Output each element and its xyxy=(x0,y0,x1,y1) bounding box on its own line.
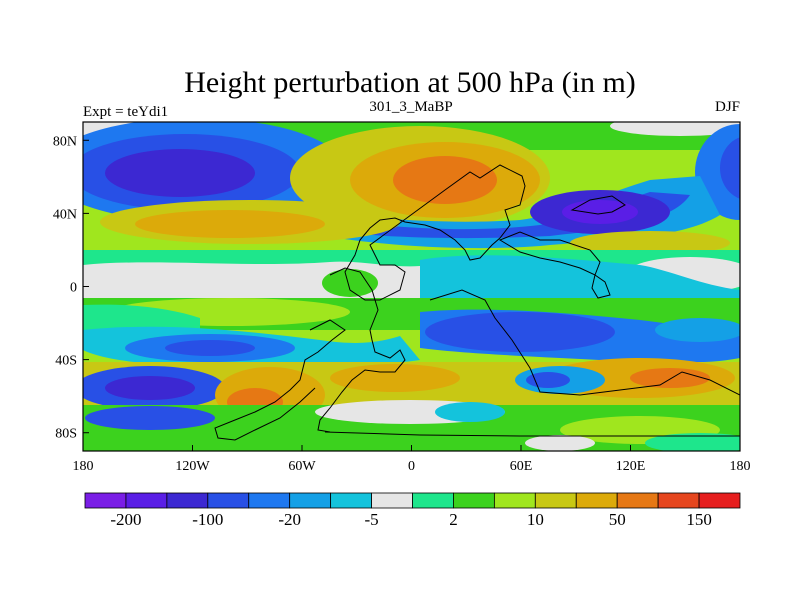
npac-low-core xyxy=(105,149,255,197)
atlantic-sector-high xyxy=(330,364,460,392)
equatorial-low xyxy=(420,255,740,305)
y-tick-label: 40N xyxy=(53,207,77,222)
ne-pacific-core xyxy=(720,137,740,199)
colorbar-label: 2 xyxy=(449,510,458,529)
x-tick-label: 120W xyxy=(175,459,210,474)
colorbar-swatch xyxy=(371,492,413,509)
s-midlat-low-east-core xyxy=(425,312,615,352)
east-asia-coast xyxy=(570,195,626,215)
colorbar-swatch xyxy=(207,492,250,509)
x-tick-label: 180 xyxy=(73,459,94,474)
colorbar-swatch xyxy=(493,492,536,509)
subtropical-high-west-core xyxy=(135,210,325,238)
antarctic-west-low xyxy=(85,406,215,430)
coastline xyxy=(214,164,740,441)
x-tick-label: 180 xyxy=(730,459,751,474)
s-midlat-low-west-center xyxy=(165,340,255,356)
x-axis: 180 120W 60W 0 60E 120E 180 xyxy=(73,445,751,474)
antarctica-coast xyxy=(324,431,740,437)
run-label: 301_3_MaBP xyxy=(369,99,452,115)
arctic-neutral-east xyxy=(610,122,740,136)
y-tick-label: 0 xyxy=(70,281,77,296)
colorbar-swatch xyxy=(616,492,659,509)
x-tick-label: 0 xyxy=(408,459,415,474)
colorbar-swatch xyxy=(412,492,454,509)
colorbar-swatch xyxy=(330,492,372,509)
colorbar-swatch xyxy=(453,492,495,509)
maritime-continent xyxy=(591,274,611,299)
antarctic-peninsula-coast xyxy=(214,319,346,441)
chart-title: Height perturbation at 500 hPa (in m) xyxy=(184,66,636,99)
antarctic-low xyxy=(435,402,505,422)
colorbar-label: -200 xyxy=(110,510,141,529)
subtropical-high-east xyxy=(570,231,730,255)
x-tick-label: 120E xyxy=(616,459,646,474)
colorbar-swatch xyxy=(166,492,209,509)
colorbar-label: -20 xyxy=(278,510,301,529)
colorbar-swatch xyxy=(125,492,168,509)
colorbar: -200 -100 -20 -5 2 10 50 150 xyxy=(84,492,741,529)
antarctic-east-green xyxy=(645,433,740,451)
colorbar-label: 150 xyxy=(686,510,712,529)
south-america-coast xyxy=(317,267,406,433)
asia-trough-center xyxy=(562,200,638,224)
colorbar-swatch xyxy=(698,492,741,509)
natl-high-core xyxy=(393,156,497,204)
africa-australia-coast xyxy=(429,289,740,396)
s-midlat-low-east-edge xyxy=(655,318,740,342)
colorbar-swatch xyxy=(575,492,618,509)
colorbar-swatch xyxy=(289,492,332,509)
y-tick-label: 40S xyxy=(55,354,77,369)
ross-sea-low-core xyxy=(105,376,195,400)
y-axis: 80S 40S 0 40N 80N xyxy=(53,134,89,442)
colorbar-swatch xyxy=(84,492,127,509)
eurasia-coast xyxy=(344,164,526,301)
antarctic-east-neutral xyxy=(525,435,595,451)
colorbar-swatch xyxy=(248,492,291,509)
indian-sector-high-core xyxy=(630,368,710,388)
contour-field xyxy=(83,122,740,451)
colorbar-label: 50 xyxy=(609,510,626,529)
x-tick-label: 60E xyxy=(510,459,533,474)
experiment-label: Expt = teYdi1 xyxy=(83,104,168,120)
colorbar-swatch xyxy=(534,492,577,509)
colorbar-swatch xyxy=(657,492,700,509)
africa-west-high xyxy=(322,269,378,297)
y-tick-label: 80S xyxy=(55,427,77,442)
x-tick-label: 60W xyxy=(288,459,316,474)
season-label: DJF xyxy=(715,99,740,115)
south-asia-coast xyxy=(498,231,601,276)
colorbar-label: -100 xyxy=(192,510,223,529)
colorbar-label: -5 xyxy=(364,510,378,529)
colorbar-label: 10 xyxy=(527,510,544,529)
y-tick-label: 80N xyxy=(53,134,77,149)
